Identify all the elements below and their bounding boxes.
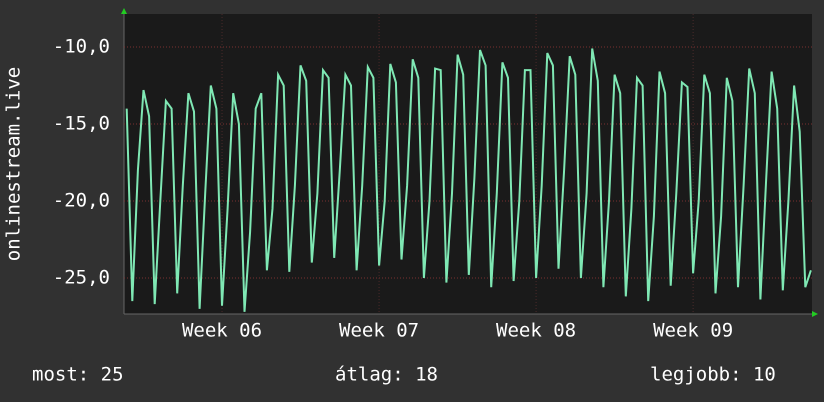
y-tick-label: -20,0 — [53, 189, 110, 211]
y-tick-label: -10,0 — [53, 35, 110, 57]
y-arrow — [121, 8, 127, 14]
x-arrow — [812, 311, 818, 317]
y-tick-label: -25,0 — [53, 266, 110, 288]
y-tick-label: -15,0 — [53, 112, 110, 134]
data-line — [125, 48, 812, 312]
stat-average: átlag: 18 — [335, 364, 438, 386]
x-tick-label: Week 09 — [653, 320, 733, 342]
y-axis-label: onlinestream.live — [3, 67, 25, 261]
x-tick-label: Week 06 — [182, 320, 262, 342]
stat-best: legjobb: 10 — [650, 364, 776, 386]
x-tick-label: Week 08 — [496, 320, 576, 342]
stat-current: most: 25 — [32, 364, 124, 386]
x-tick-label: Week 07 — [339, 320, 419, 342]
